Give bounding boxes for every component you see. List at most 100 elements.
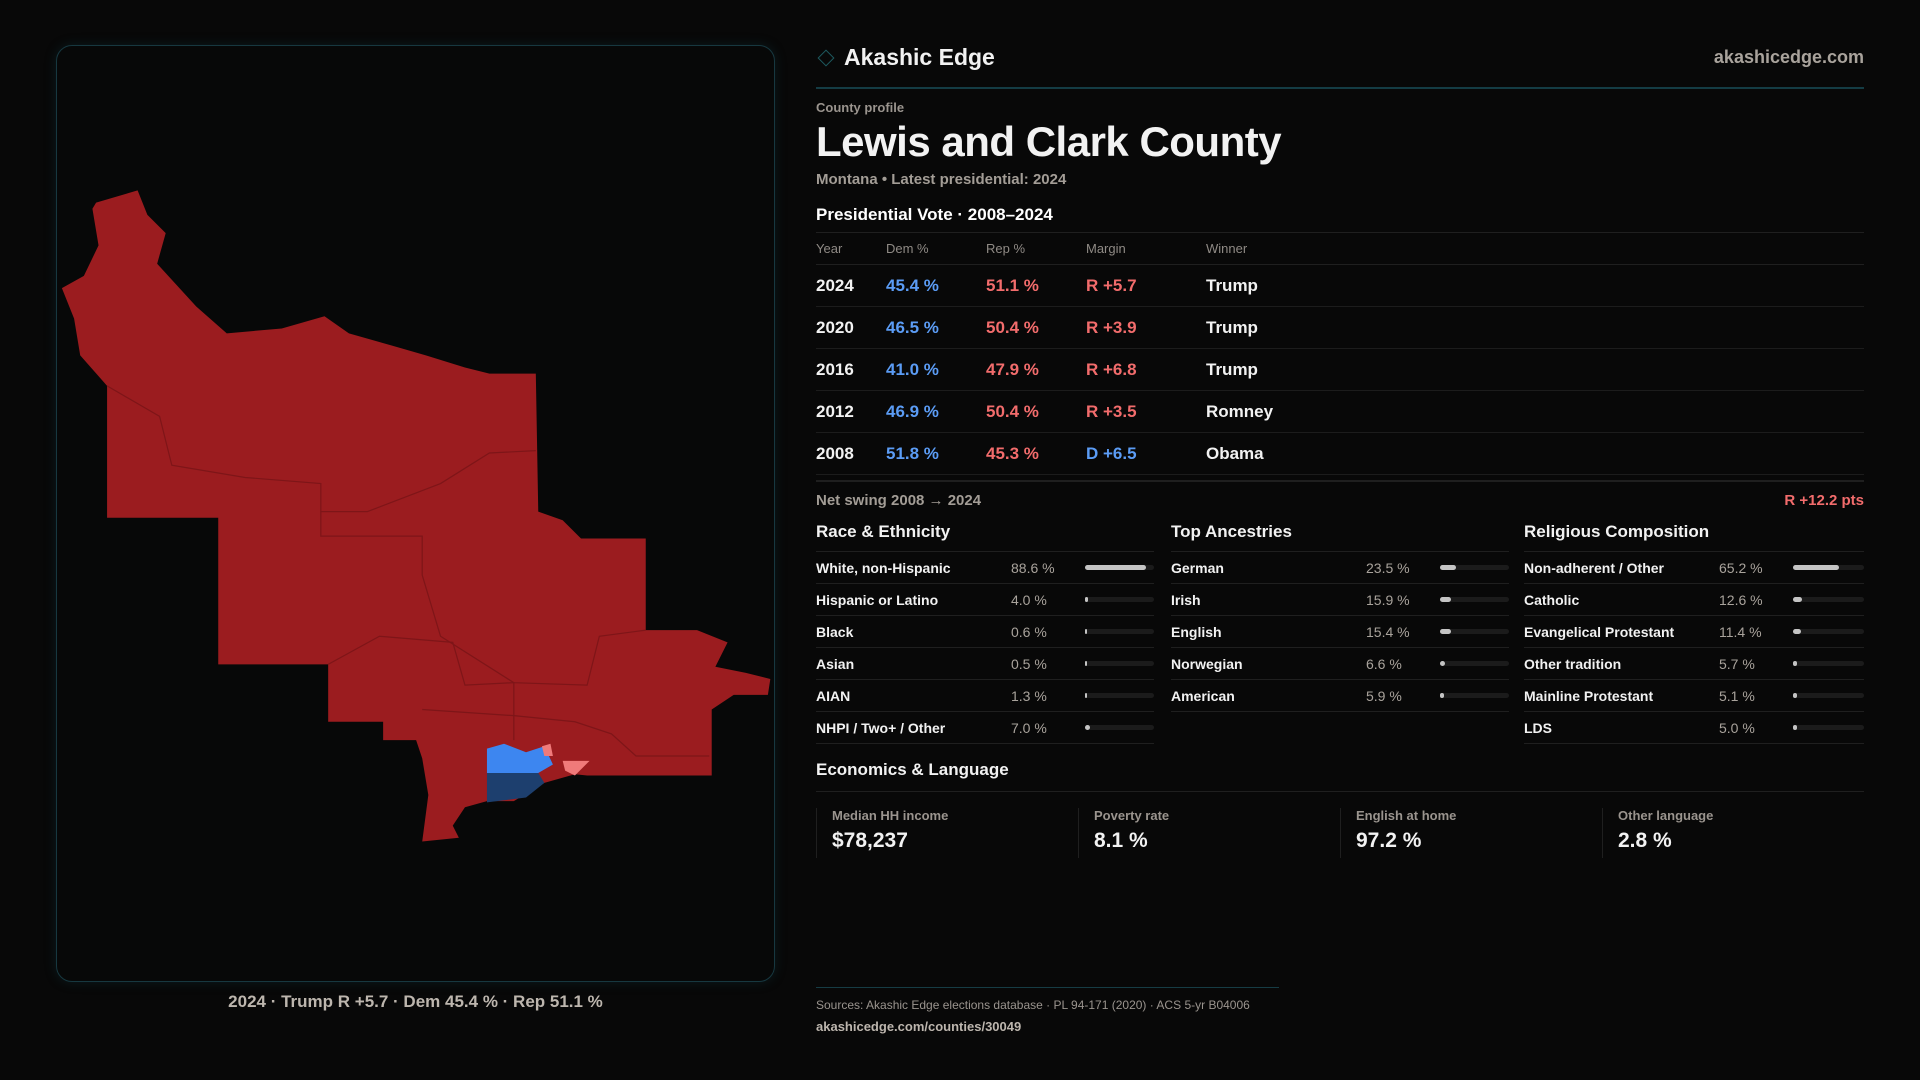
- bar-fill: [1085, 725, 1090, 730]
- stat-card: Poverty rate 8.1 %: [1078, 808, 1340, 858]
- item-label: German: [1171, 559, 1224, 576]
- margin-cell: R +3.5: [1086, 390, 1206, 433]
- bar-track: [1793, 693, 1864, 698]
- list-item: Non-adherent / Other 65.2 %: [1524, 552, 1864, 584]
- item-label: Norwegian: [1171, 655, 1243, 672]
- list-item: Hispanic or Latino 4.0 %: [816, 584, 1154, 616]
- item-value: 5.7 %: [1719, 655, 1755, 672]
- site-link[interactable]: akashicedge.com: [1713, 47, 1864, 67]
- item-value: 0.6 %: [1011, 623, 1047, 640]
- county-shape-rep[interactable]: [61, 190, 771, 842]
- dem-cell: 41.0 %: [886, 348, 986, 391]
- winner-cell: Obama: [1206, 432, 1864, 475]
- dem-cell: 46.5 %: [886, 306, 986, 349]
- table-row[interactable]: 2008 51.8 % 45.3 % D +6.5 Obama: [816, 432, 1864, 475]
- stat-label: Other language: [1618, 808, 1714, 823]
- year-cell: 2020: [816, 306, 886, 349]
- margin-cell: R +3.9: [1086, 306, 1206, 349]
- table-row[interactable]: 2024 45.4 % 51.1 % R +5.7 Trump: [816, 264, 1864, 307]
- item-value: 15.9 %: [1366, 591, 1410, 608]
- bar-fill: [1085, 597, 1088, 602]
- bar-track: [1085, 629, 1154, 634]
- votes-table: Year Dem % Rep % Margin Winner 2024 45.4 % 51.…: [816, 232, 1864, 475]
- item-value: 5.0 %: [1719, 719, 1755, 736]
- list-item: Catholic 12.6 %: [1524, 584, 1864, 616]
- bar-fill: [1793, 565, 1840, 570]
- eyebrow: County profile: [816, 100, 905, 115]
- list-item: LDS 5.0 %: [1524, 712, 1864, 744]
- stat-card: Other language 2.8 %: [1602, 808, 1864, 858]
- bar-fill: [1440, 565, 1457, 570]
- table-row[interactable]: 2016 41.0 % 47.9 % R +6.8 Trump: [816, 348, 1864, 391]
- bar-track: [1085, 597, 1154, 602]
- list-item: American 5.9 %: [1171, 680, 1509, 712]
- bar-track: [1793, 661, 1864, 666]
- bar-track: [1440, 629, 1509, 634]
- stat-value: 2.8 %: [1618, 829, 1672, 852]
- bar-fill: [1440, 629, 1451, 634]
- margin-cell: D +6.5: [1086, 432, 1206, 475]
- item-label: White, non-Hispanic: [816, 559, 951, 576]
- winner-cell: Trump: [1206, 348, 1864, 391]
- net-swing-value: R +12.2 pts: [1784, 492, 1864, 509]
- rep-cell: 47.9 %: [986, 348, 1086, 391]
- county-shape-rep-light[interactable]: [562, 760, 590, 776]
- stat-value: $78,237: [832, 829, 908, 852]
- bar-track: [1085, 693, 1154, 698]
- winner-cell: Trump: [1206, 306, 1864, 349]
- item-label: Other tradition: [1524, 655, 1622, 672]
- item-value: 6.6 %: [1366, 655, 1402, 672]
- list-item: Evangelical Protestant 11.4 %: [1524, 616, 1864, 648]
- item-label: Mainline Protestant: [1524, 687, 1654, 704]
- bar-fill: [1085, 629, 1087, 634]
- econ-stats: Median HH income $78,237 Poverty rate 8.1 %…: [816, 808, 1864, 858]
- column-header: Year: [816, 232, 886, 265]
- bar-track: [1085, 725, 1154, 730]
- net-swing: Net swing 2008 → 2024 R +12.2 pts: [816, 480, 1864, 509]
- item-label: English: [1171, 623, 1222, 640]
- county-shape-dem[interactable]: [486, 743, 553, 774]
- bar-track: [1440, 693, 1509, 698]
- bar-fill: [1793, 597, 1802, 602]
- item-value: 23.5 %: [1366, 559, 1410, 576]
- bar-track: [1440, 565, 1509, 570]
- item-value: 12.6 %: [1719, 591, 1763, 608]
- winner-cell: Romney: [1206, 390, 1864, 433]
- item-label: Hispanic or Latino: [816, 591, 939, 608]
- item-label: Evangelical Protestant: [1524, 623, 1675, 640]
- list-item: Asian 0.5 %: [816, 648, 1154, 680]
- item-label: Non-adherent / Other: [1524, 559, 1665, 576]
- list-item: German 23.5 %: [1171, 552, 1509, 584]
- diamond-icon: [817, 49, 835, 66]
- county-map-panel[interactable]: [56, 45, 775, 982]
- dem-cell: 45.4 %: [886, 264, 986, 307]
- brand-name: Akashic Edge: [844, 44, 995, 70]
- bar-fill: [1085, 565, 1147, 570]
- bar-track: [1085, 565, 1154, 570]
- bar-fill: [1085, 661, 1087, 666]
- bar-track: [1440, 597, 1509, 602]
- precinct-boundaries: [106, 385, 710, 757]
- stat-label: Median HH income: [832, 808, 949, 823]
- margin-cell: R +6.8: [1086, 348, 1206, 391]
- table-row[interactable]: 2020 46.5 % 50.4 % R +3.9 Trump: [816, 306, 1864, 349]
- column-header: Dem %: [886, 232, 986, 265]
- bar-track: [1793, 629, 1864, 634]
- brand[interactable]: Akashic Edge: [816, 44, 995, 71]
- econ-title: Economics & Language: [816, 760, 1864, 792]
- bar-fill: [1793, 693, 1797, 698]
- column-header: Winner: [1206, 232, 1864, 265]
- table-row[interactable]: 2012 46.9 % 50.4 % R +3.5 Romney: [816, 390, 1864, 433]
- county-shape-dem-dark[interactable]: [486, 773, 545, 803]
- county-shape-rep-light[interactable]: [541, 743, 553, 756]
- ancestry-title: Top Ancestries: [1171, 520, 1509, 552]
- dem-cell: 51.8 %: [886, 432, 986, 475]
- county-url[interactable]: akashicedge.com/counties/30049: [816, 1019, 1022, 1034]
- item-label: AIAN: [816, 687, 851, 704]
- rep-cell: 50.4 %: [986, 390, 1086, 433]
- item-value: 1.3 %: [1011, 687, 1047, 704]
- item-value: 65.2 %: [1719, 559, 1763, 576]
- header-divider: [816, 87, 1864, 89]
- county-map[interactable]: [57, 46, 774, 981]
- rep-cell: 51.1 %: [986, 264, 1086, 307]
